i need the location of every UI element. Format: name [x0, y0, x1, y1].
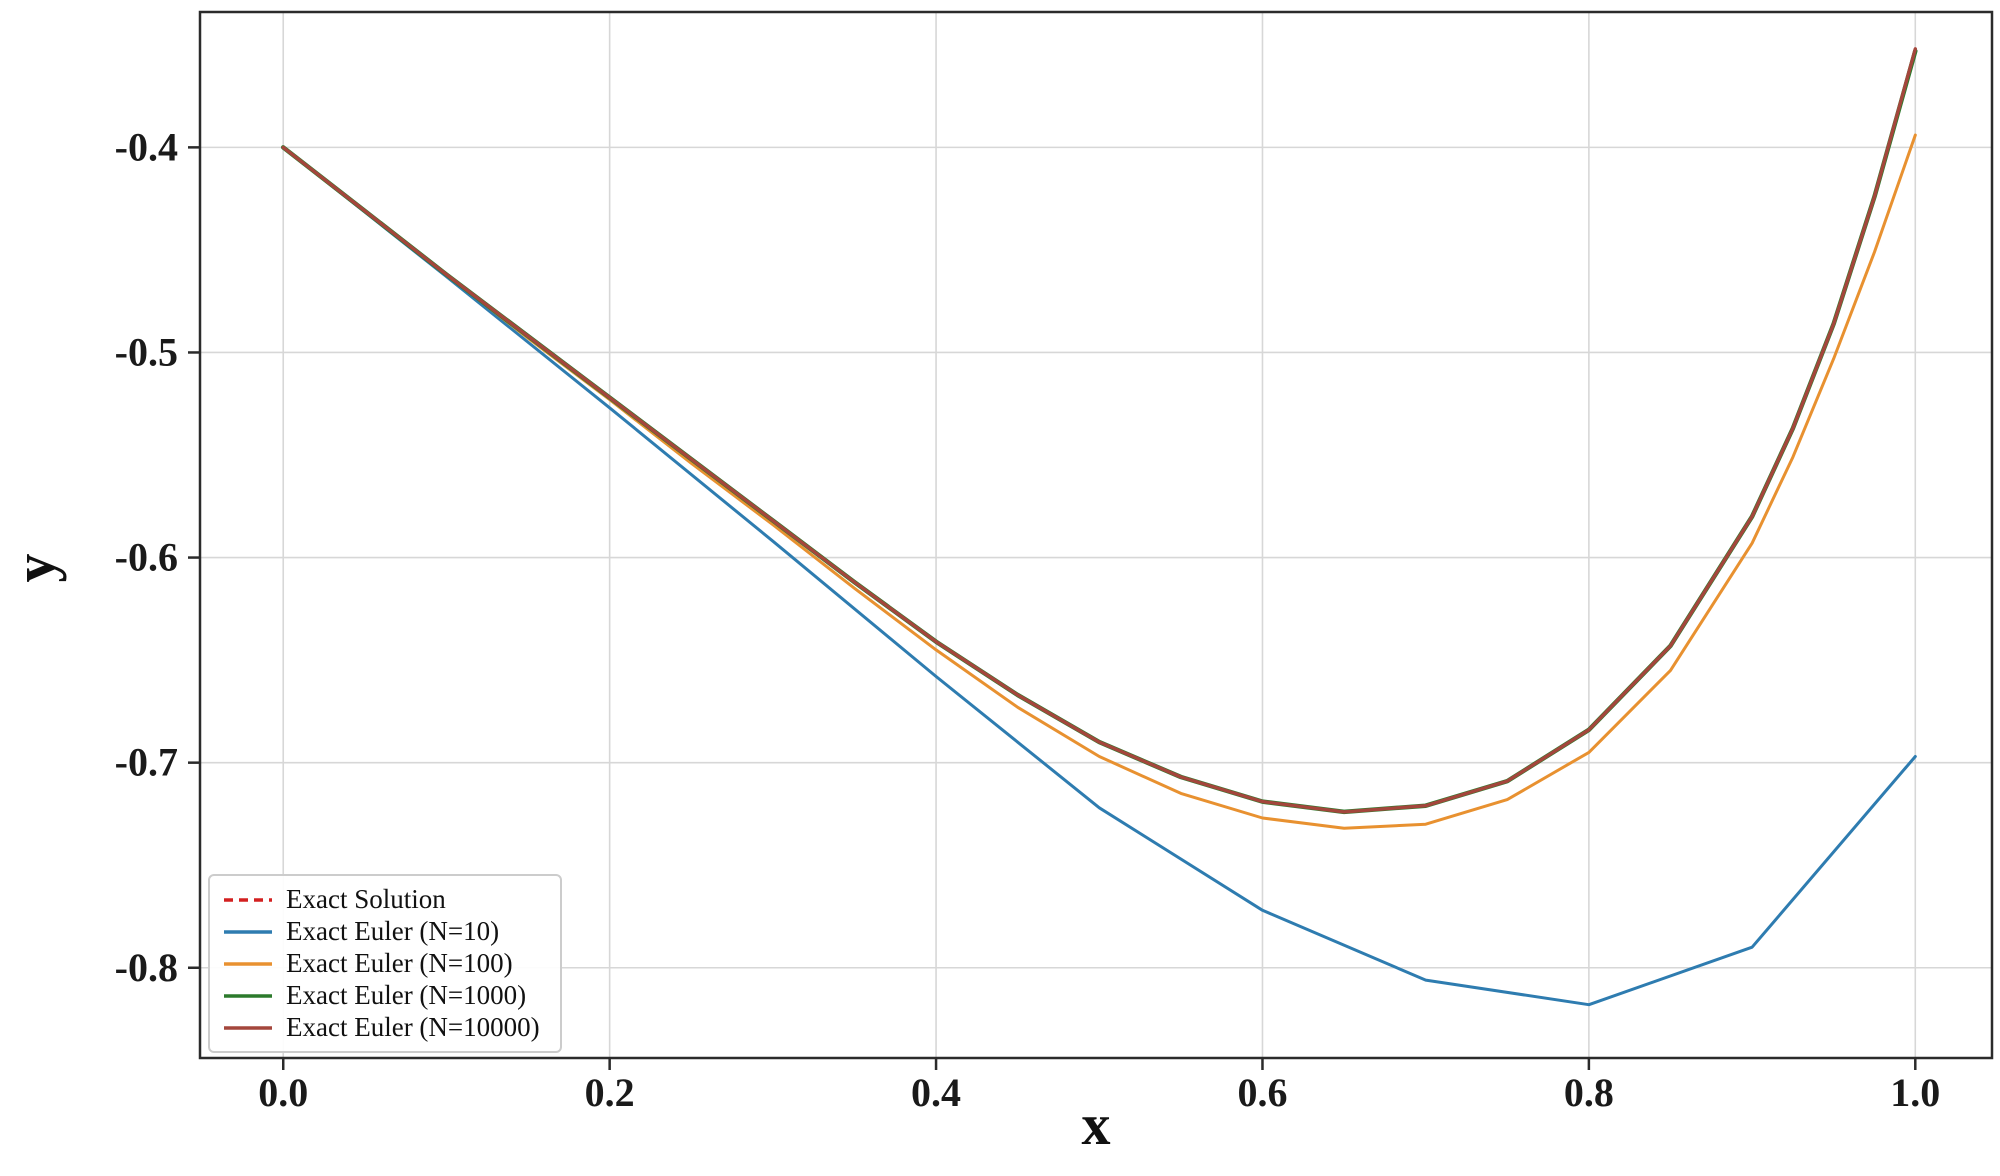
legend-item: Exact Solution	[222, 884, 540, 915]
legend-label: Exact Euler (N=100)	[286, 948, 513, 978]
x-tick-label: 0.6	[1237, 1070, 1287, 1115]
x-tick-label: 0.4	[911, 1070, 961, 1115]
y-tick-label: -0.7	[115, 740, 178, 785]
x-tick-label: 0.8	[1564, 1070, 1614, 1115]
series-line-3	[280, 48, 1918, 815]
x-tick-label: 0.0	[258, 1070, 308, 1115]
series-line-2	[281, 133, 1917, 830]
plot-border	[198, 10, 1994, 1060]
series-line-4	[281, 47, 1918, 814]
legend-line-sample	[224, 961, 272, 966]
y-tick-label: -0.4	[115, 124, 178, 169]
legend-item: Exact Euler (N=10)	[222, 916, 540, 947]
legend-line-sample	[224, 1025, 272, 1030]
legend-item: Exact Euler (N=10000)	[222, 1012, 540, 1043]
y-axis-label: y	[2, 553, 67, 583]
legend-label: Exact Euler (N=1000)	[286, 980, 527, 1010]
x-tick-label: 0.2	[585, 1070, 635, 1115]
series-line-1	[281, 145, 1917, 1007]
legend-label: Exact Euler (N=10)	[286, 916, 500, 946]
series-line-0	[281, 47, 1917, 814]
legend: Exact Solution Exact Euler (N=10) Exact Eu…	[208, 874, 562, 1053]
y-tick-label: -0.8	[115, 945, 178, 990]
legend-line-sample	[224, 897, 272, 902]
x-tick-label: 1.0	[1890, 1070, 1940, 1115]
legend-item: Exact Euler (N=100)	[222, 948, 540, 979]
y-tick-label: -0.5	[115, 329, 178, 374]
legend-line-sample	[224, 993, 272, 998]
y-tick-label: -0.6	[115, 535, 178, 580]
legend-label: Exact Solution	[286, 884, 446, 914]
legend-item: Exact Euler (N=1000)	[222, 980, 540, 1011]
legend-label: Exact Euler (N=10000)	[286, 1012, 540, 1042]
legend-line-sample	[224, 929, 272, 934]
x-axis-label: x	[1081, 1092, 1111, 1157]
